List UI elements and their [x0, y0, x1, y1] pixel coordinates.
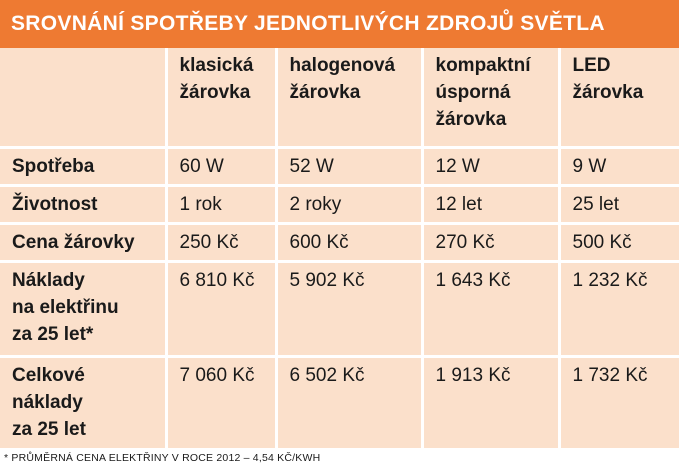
cell-value: 1 rok	[179, 193, 222, 215]
table-cell: 6 810 Kč	[164, 259, 278, 358]
table-cell: 9 W	[557, 145, 679, 187]
table-row: Životnost 1 rok 2 roky 12 let 25 let	[0, 183, 679, 225]
cell-value: 7 060 Kč	[179, 364, 255, 386]
table-cell: 270 Kč	[420, 221, 561, 263]
row-header-lifetime: Životnost	[0, 183, 168, 225]
table-cell: 500 Kč	[557, 221, 679, 263]
table-cell: 52 W	[274, 145, 424, 187]
cell-value: 270 Kč	[435, 231, 495, 253]
cell-value: 1 913 Kč	[435, 364, 511, 386]
table-header-row: klasická žárovka halogenová žárovka komp…	[0, 48, 679, 149]
column-header-compact-bulb: kompaktní úsporná žárovka	[420, 48, 561, 149]
row-label: Životnost	[12, 193, 98, 215]
cell-value: 500 Kč	[572, 231, 632, 253]
table-cell: 250 Kč	[164, 221, 278, 263]
table-row: Spotřeba 60 W 52 W 12 W 9 W	[0, 145, 679, 187]
column-header-label: klasická žárovka	[179, 55, 254, 103]
cell-value: 25 let	[572, 193, 619, 215]
row-header-consumption: Spotřeba	[0, 145, 168, 187]
cell-value: 12 let	[435, 193, 482, 215]
cell-value: 52 W	[289, 155, 334, 177]
footnote: * PRŮMĚRNÁ CENA ELEKTŘINY V ROCE 2012 – …	[4, 452, 321, 464]
row-label: Spotřeba	[12, 155, 95, 177]
cell-value: 6 502 Kč	[289, 364, 365, 386]
cell-value: 1 732 Kč	[572, 364, 648, 386]
row-header-total-cost: Celkové náklady za 25 let	[0, 354, 168, 448]
table-cell: 600 Kč	[274, 221, 424, 263]
cell-value: 600 Kč	[289, 231, 349, 253]
table-row: Cena žárovky 250 Kč 600 Kč 270 Kč 500 Kč	[0, 221, 679, 263]
row-header-bulb-price: Cena žárovky	[0, 221, 168, 263]
table-cell: 12 W	[420, 145, 561, 187]
column-header-label: LED žárovka	[572, 55, 644, 103]
table-cell: 6 502 Kč	[274, 354, 424, 448]
cell-value: 12 W	[435, 155, 480, 177]
cell-value: 60 W	[179, 155, 224, 177]
cell-value: 1 232 Kč	[572, 269, 648, 291]
table-cell: 60 W	[164, 145, 278, 187]
column-header-led-bulb: LED žárovka	[557, 48, 679, 149]
table-row: Náklady na elektřinu za 25 let* 6 810 Kč…	[0, 259, 679, 358]
row-label: Cena žárovky	[12, 231, 135, 253]
cell-value: 2 roky	[289, 193, 342, 215]
row-header-electricity-cost: Náklady na elektřinu za 25 let*	[0, 259, 168, 358]
table-cell: 25 let	[557, 183, 679, 225]
table-cell: 1 232 Kč	[557, 259, 679, 358]
row-label: Celkové náklady za 25 let	[12, 364, 86, 440]
table-cell: 2 roky	[274, 183, 424, 225]
table-cell: 1 643 Kč	[420, 259, 561, 358]
column-header-label: kompaktní úsporná žárovka	[435, 55, 531, 130]
table-cell: 12 let	[420, 183, 561, 225]
column-header-empty	[0, 48, 168, 149]
comparison-table-container: klasická žárovka halogenová žárovka komp…	[0, 48, 679, 448]
cell-value: 5 902 Kč	[289, 269, 365, 291]
table-title: SROVNÁNÍ SPOTŘEBY JEDNOTLIVÝCH ZDROJŮ SV…	[0, 0, 679, 48]
cell-value: 6 810 Kč	[179, 269, 255, 291]
cell-value: 1 643 Kč	[435, 269, 511, 291]
table-cell: 1 913 Kč	[420, 354, 561, 448]
row-label: Náklady na elektřinu za 25 let*	[12, 269, 119, 345]
cell-value: 9 W	[572, 155, 607, 177]
table-cell: 5 902 Kč	[274, 259, 424, 358]
table-cell: 7 060 Kč	[164, 354, 278, 448]
table-cell: 1 732 Kč	[557, 354, 679, 448]
column-header-halogen-bulb: halogenová žárovka	[274, 48, 424, 149]
column-header-label: halogenová žárovka	[289, 55, 396, 103]
comparison-table: klasická žárovka halogenová žárovka komp…	[0, 48, 679, 448]
cell-value: 250 Kč	[179, 231, 239, 253]
table-row: Celkové náklady za 25 let 7 060 Kč 6 502…	[0, 354, 679, 448]
table-cell: 1 rok	[164, 183, 278, 225]
table-title-text: SROVNÁNÍ SPOTŘEBY JEDNOTLIVÝCH ZDROJŮ SV…	[11, 12, 605, 35]
column-header-classic-bulb: klasická žárovka	[164, 48, 278, 149]
